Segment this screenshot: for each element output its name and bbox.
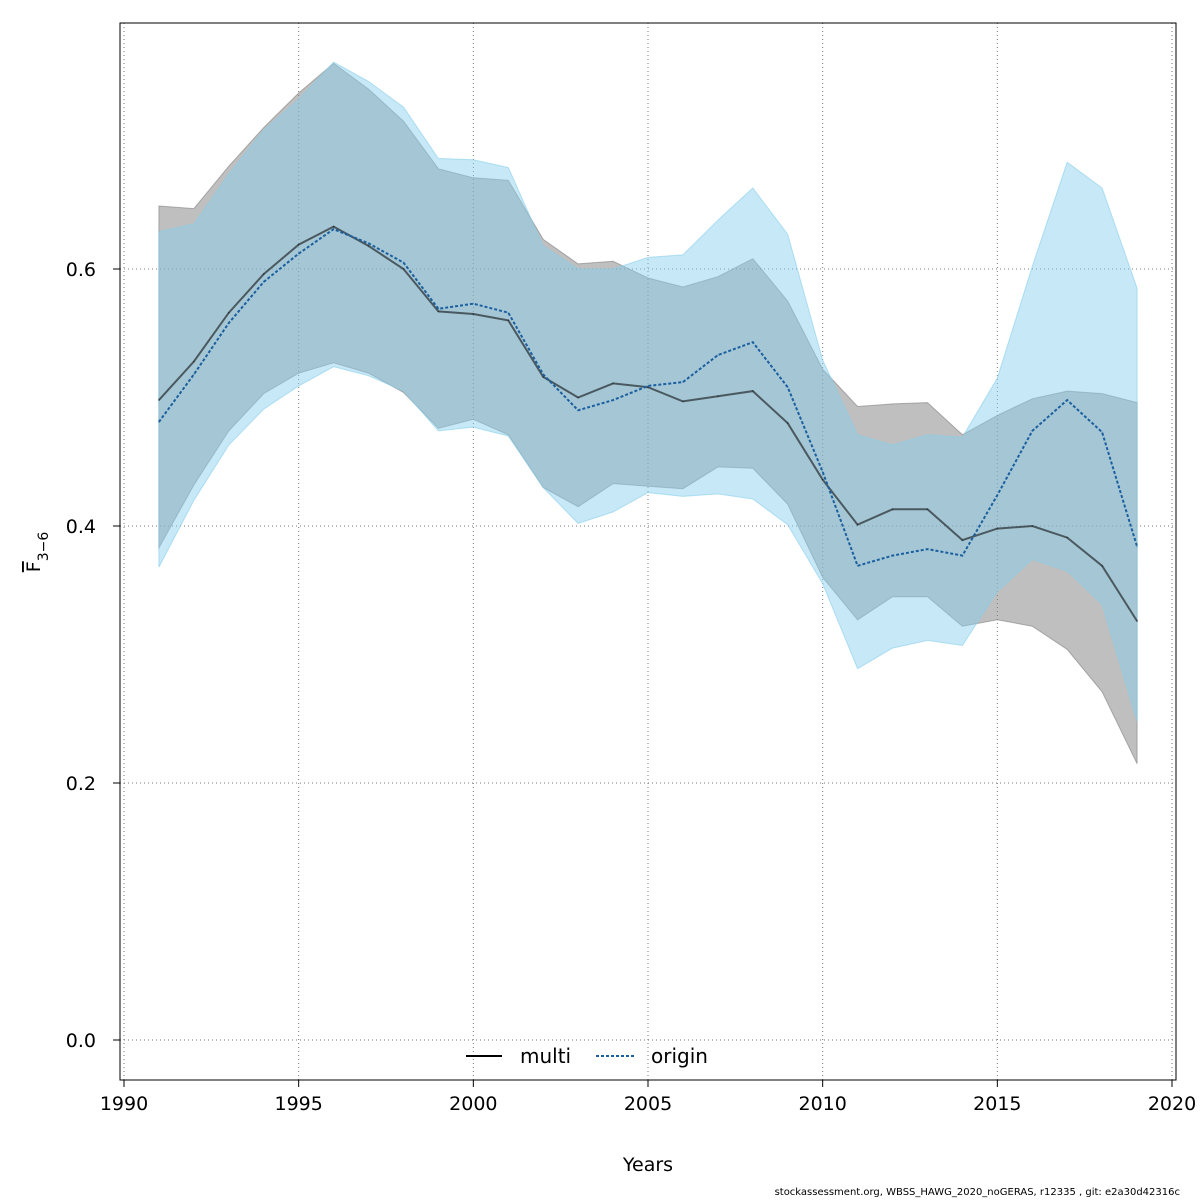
point-multi bbox=[821, 478, 824, 481]
legend-label-origin: origin bbox=[651, 1044, 708, 1068]
point-multi bbox=[1066, 536, 1068, 539]
point-origin bbox=[332, 228, 335, 230]
point-origin bbox=[367, 242, 370, 245]
y-axis-title: F3−6 bbox=[23, 532, 52, 573]
y-axis-title-subscript: 3−6 bbox=[36, 532, 52, 562]
point-origin bbox=[612, 399, 614, 401]
point-origin bbox=[193, 373, 195, 376]
point-origin bbox=[577, 409, 579, 412]
point-multi bbox=[297, 243, 300, 246]
point-multi bbox=[577, 396, 579, 399]
point-origin bbox=[821, 471, 824, 473]
point-origin bbox=[786, 386, 789, 389]
point-origin bbox=[402, 261, 405, 264]
point-multi bbox=[402, 268, 405, 270]
y-tick-label: 0.4 bbox=[66, 516, 96, 538]
band-origin bbox=[158, 61, 1138, 722]
axes: 1990 1995 2000 2005 2010 2015 2020 0.0 0.2 0.4 0.6 bbox=[66, 259, 1196, 1115]
point-multi bbox=[612, 382, 614, 385]
point-multi bbox=[682, 400, 684, 403]
point-multi bbox=[996, 527, 999, 530]
point-origin bbox=[1136, 545, 1138, 548]
point-multi bbox=[1031, 525, 1034, 527]
x-tick-label: 2020 bbox=[1148, 1093, 1196, 1115]
point-origin bbox=[472, 302, 475, 305]
point-origin bbox=[158, 421, 160, 423]
point-multi bbox=[891, 508, 894, 511]
point-multi bbox=[786, 422, 789, 425]
point-origin bbox=[542, 373, 544, 376]
point-origin bbox=[717, 354, 719, 356]
series-lines bbox=[158, 225, 1139, 622]
legend: multi origin bbox=[466, 1044, 708, 1068]
point-multi bbox=[926, 508, 929, 511]
point-origin bbox=[1066, 399, 1068, 401]
point-multi bbox=[542, 376, 544, 378]
point-origin bbox=[507, 311, 510, 314]
point-multi bbox=[472, 313, 475, 315]
x-tick-label: 2005 bbox=[624, 1093, 672, 1115]
point-multi bbox=[1101, 565, 1103, 567]
point-origin bbox=[891, 554, 894, 557]
x-axis-title: Years bbox=[622, 1154, 673, 1176]
point-origin bbox=[228, 322, 230, 324]
band-multi bbox=[158, 62, 1138, 764]
y-axis-title-main: F bbox=[23, 561, 45, 572]
point-multi bbox=[228, 311, 230, 314]
point-multi bbox=[262, 273, 265, 275]
point-origin bbox=[1031, 430, 1034, 432]
point-multi bbox=[437, 310, 440, 313]
point-origin bbox=[297, 252, 300, 255]
x-tick-label: 2010 bbox=[798, 1093, 846, 1115]
footer-caption: stockassessment.org, WBSS_HAWG_2020_noGE… bbox=[774, 1187, 1180, 1198]
point-multi bbox=[332, 225, 335, 228]
point-origin bbox=[996, 494, 999, 496]
point-origin bbox=[856, 565, 859, 567]
point-origin bbox=[961, 554, 964, 557]
point-origin bbox=[752, 341, 754, 344]
svg-text:F3−6: F3−6 bbox=[23, 532, 52, 573]
point-multi bbox=[856, 523, 859, 526]
x-tick-label: 1995 bbox=[274, 1093, 322, 1115]
line-multi bbox=[158, 225, 1138, 622]
point-multi bbox=[158, 399, 160, 401]
point-multi bbox=[507, 319, 510, 322]
point-multi bbox=[961, 539, 964, 541]
x-tick-label: 2015 bbox=[973, 1093, 1021, 1115]
point-origin bbox=[926, 548, 929, 550]
point-multi bbox=[193, 360, 195, 363]
point-origin bbox=[437, 308, 440, 310]
point-origin bbox=[682, 381, 684, 383]
point-origin bbox=[262, 281, 265, 283]
point-multi bbox=[1136, 620, 1138, 622]
y-tick-label: 0.6 bbox=[66, 259, 96, 281]
x-tick-label: 2000 bbox=[449, 1093, 497, 1115]
legend-label-multi: multi bbox=[520, 1044, 571, 1068]
point-multi bbox=[752, 390, 754, 392]
x-tick-label: 1990 bbox=[100, 1093, 148, 1115]
point-multi bbox=[367, 245, 370, 247]
point-origin bbox=[647, 385, 649, 387]
line-origin bbox=[158, 228, 1139, 568]
point-origin bbox=[1101, 431, 1103, 433]
y-tick-label: 0.2 bbox=[66, 773, 96, 795]
y-tick-label: 0.0 bbox=[66, 1030, 96, 1052]
point-multi bbox=[647, 386, 649, 389]
point-multi bbox=[717, 395, 719, 398]
